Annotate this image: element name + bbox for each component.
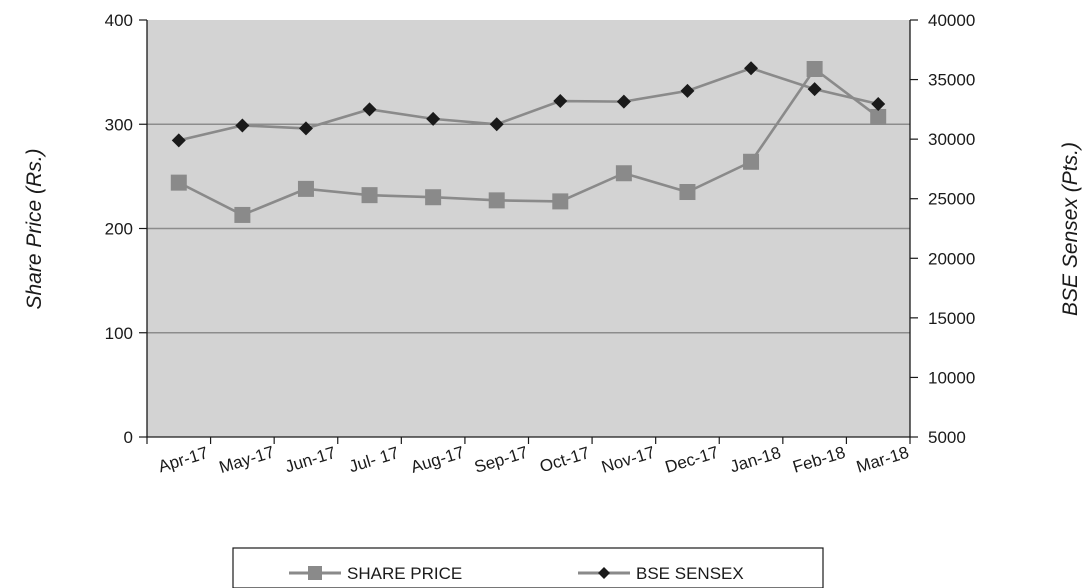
bse-sensex-point-Oct-17	[553, 94, 568, 109]
share-price-point-Sep-17	[488, 192, 505, 209]
x-tick-label-Aug-17: Aug-17	[409, 443, 467, 477]
right-tick-label-25000: 25000	[928, 190, 975, 209]
left-tick-label-400: 400	[105, 11, 133, 30]
x-tick-label-May-17: May-17	[217, 442, 277, 477]
bse-sensex-point-Apr-17	[171, 133, 186, 148]
x-tick-label-Jul- 17: Jul- 17	[347, 443, 401, 476]
bse-sensex-point-Jan-18	[744, 61, 759, 76]
right-tick-label-35000: 35000	[928, 71, 975, 90]
right-tick-label-30000: 30000	[928, 130, 975, 149]
share-price-point-Mar-18	[870, 108, 887, 125]
x-tick-label-Apr-17: Apr-17	[156, 443, 210, 476]
legend-share-price-marker	[308, 566, 322, 580]
x-tick-label-Sep-17: Sep-17	[472, 443, 530, 477]
legend-bse-sensex-marker	[598, 567, 610, 579]
right-tick-label-15000: 15000	[928, 309, 975, 328]
x-tick-label-Mar-18: Mar-18	[854, 443, 911, 477]
x-tick-label-Jan-18: Jan-18	[728, 443, 783, 476]
share-price-point-May-17	[234, 206, 251, 223]
bse-sensex-point-Nov-17	[616, 94, 631, 109]
left-tick-label-0: 0	[124, 428, 133, 447]
legend-share-price-label: SHARE PRICE	[347, 564, 462, 583]
share-price-point-Jul- 17	[361, 187, 378, 204]
series-line-share-price	[178, 67, 879, 217]
left-tick-label-300: 300	[105, 115, 133, 134]
share-price-point-Oct-17	[552, 193, 569, 210]
bse-sensex-point-May-17	[235, 118, 250, 133]
x-tick-label-Feb-18: Feb-18	[790, 443, 847, 477]
x-tick-label-Jun-17: Jun-17	[283, 443, 338, 476]
share-price-point-Jun-17	[297, 180, 314, 197]
right-tick-label-40000: 40000	[928, 11, 975, 30]
x-tick-label-Oct-17: Oct-17	[538, 443, 592, 476]
right-tick-label-5000: 5000	[928, 428, 966, 447]
series-line-bse-sensex	[178, 66, 879, 142]
bse-sensex-point-Mar-18	[871, 96, 886, 111]
x-tick-label-Nov-17: Nov-17	[599, 443, 657, 477]
share-price-point-Apr-17	[170, 174, 187, 191]
bse-sensex-point-Aug-17	[426, 111, 441, 126]
right-tick-label-10000: 10000	[928, 368, 975, 387]
left-tick-label-100: 100	[105, 324, 133, 343]
x-tick-label-Dec-17: Dec-17	[663, 443, 721, 477]
right-axis-title: BSE Sensex (Pts.)	[1059, 142, 1082, 316]
share-price-point-Dec-17	[679, 184, 696, 201]
share-price-point-Nov-17	[615, 165, 632, 182]
legend-box	[232, 547, 824, 588]
right-tick-label-20000: 20000	[928, 249, 975, 268]
bse-sensex-point-Jul- 17	[362, 102, 377, 117]
share-price-point-Aug-17	[425, 189, 442, 206]
bse-sensex-point-Sep-17	[489, 117, 504, 132]
left-tick-label-200: 200	[105, 220, 133, 239]
legend: SHARE PRICE BSE SENSEX	[232, 547, 824, 588]
share-price-point-Feb-18	[806, 60, 823, 77]
share-price-point-Jan-18	[743, 153, 760, 170]
legend-bse-sensex-label: BSE SENSEX	[636, 564, 744, 583]
bse-sensex-point-Dec-17	[680, 83, 695, 98]
series-layer	[170, 60, 887, 223]
bse-sensex-point-Jun-17	[298, 121, 313, 136]
gridlines	[147, 123, 910, 334]
bse-sensex-point-Feb-18	[807, 82, 822, 97]
left-axis-title: Share Price (Rs.)	[23, 148, 46, 309]
